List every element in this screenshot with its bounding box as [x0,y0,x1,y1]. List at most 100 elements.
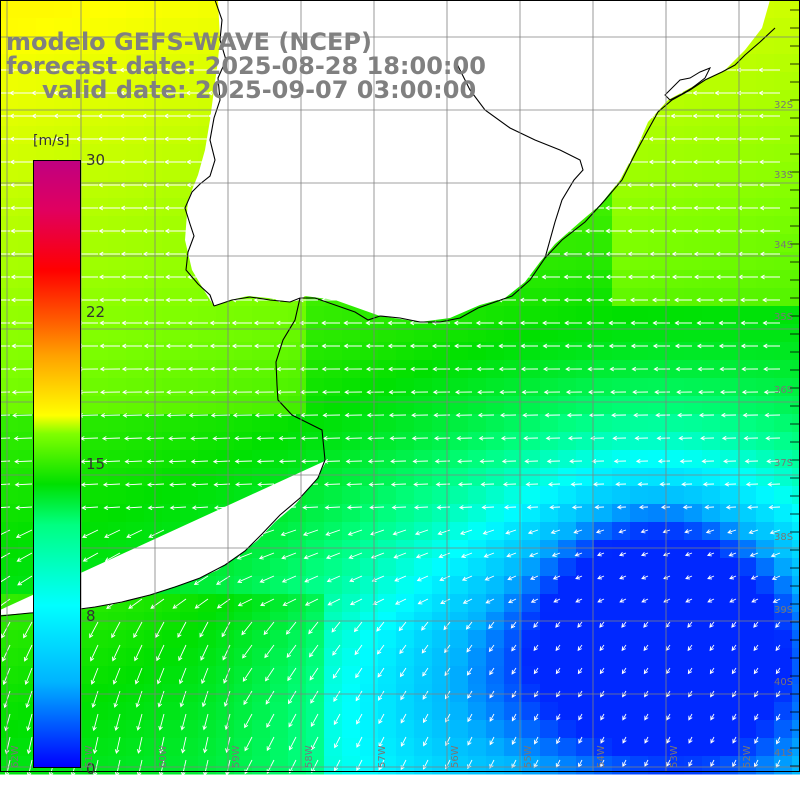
field-cell [558,756,577,775]
field-cell [612,252,631,271]
lon-label-52w: 52W [742,745,753,768]
field-cell [684,126,703,145]
field-cell [234,702,253,721]
field-cell [126,468,145,487]
field-cell [288,540,307,559]
field-cell [180,702,199,721]
field-cell [108,144,127,163]
field-cell [504,396,523,415]
field-cell [648,126,667,145]
field-cell [90,216,109,235]
wind-arrow [356,736,363,748]
field-cell [756,54,775,73]
field-cell [792,54,800,73]
field-cell [792,414,800,433]
field-cell [576,360,595,379]
wind-arrow [534,713,539,722]
wind-arrow [414,505,429,510]
wind-arrow [11,343,32,349]
wind-arrow [453,320,472,326]
field-cell [162,324,181,343]
field-cell [612,288,631,307]
field-cell [702,576,721,595]
field-cell [288,522,307,541]
field-cell [504,306,523,325]
wind-arrow [585,274,604,280]
wind-arrow [302,505,319,510]
field-cell [720,432,739,451]
wind-arrow [719,389,737,395]
field-cell [162,0,181,19]
field-cell [612,576,631,595]
field-cell [414,684,433,703]
field-cell [540,288,559,307]
field-cell [0,288,19,307]
field-cell [576,684,595,703]
field-cell [108,306,127,325]
wind-arrow [578,736,583,744]
field-cell [522,468,541,487]
wind-arrow [141,136,164,142]
field-cell [306,342,325,361]
field-cell [594,540,613,559]
field-cell [126,396,145,415]
field-cell [270,666,289,685]
field-cell [540,630,559,649]
wind-arrow [92,736,99,755]
wind-arrow [185,113,208,119]
field-cell [504,720,523,739]
field-cell [234,414,253,433]
wind-arrow [310,690,319,704]
wind-arrow [649,251,670,257]
field-cell [108,468,127,487]
wind-arrow [99,297,120,303]
wind-arrow [97,90,120,96]
land-mask [0,0,776,617]
field-cell [756,108,775,127]
wind-arrow [75,90,98,96]
wind-arrow [454,389,473,395]
wind-arrow [670,113,692,119]
field-cell [432,648,451,667]
field-cell [756,576,775,595]
wind-arrow [445,713,451,723]
wind-arrow [641,598,649,603]
field-cell [684,468,703,487]
field-cell [630,630,649,649]
field-cell [666,342,685,361]
field-cell [774,486,793,505]
wind-arrow [696,320,714,326]
wind-arrow [97,136,120,142]
field-cell [756,432,775,451]
colorbar-tick-22: 22 [86,303,106,321]
wind-arrow [345,459,363,464]
wind-arrow [551,552,561,557]
lat-label-41s: 41S [774,748,794,759]
wind-arrow [676,389,693,395]
wind-arrow [729,598,737,603]
field-cell [54,54,73,73]
field-cell [396,522,415,541]
model-name: modelo GEFS-WAVE (NCEP) [6,28,372,56]
field-cell [468,432,487,451]
field-cell [738,108,757,127]
wind-arrow [718,343,736,349]
field-cell [594,234,613,253]
field-cell [180,270,199,289]
field-cell [504,342,523,361]
wind-arrow [577,621,583,628]
wind-arrow [122,389,143,395]
field-cell [432,342,451,361]
field-cell [558,450,577,469]
field-cell [90,36,109,55]
wind-arrow [391,505,407,510]
field-cell [288,396,307,415]
field-cell [630,486,649,505]
wind-arrow [53,67,76,73]
wind-arrow [136,759,143,777]
field-cell [90,306,109,325]
field-cell [234,432,253,451]
wind-arrow [740,343,758,349]
field-cell [0,198,19,217]
